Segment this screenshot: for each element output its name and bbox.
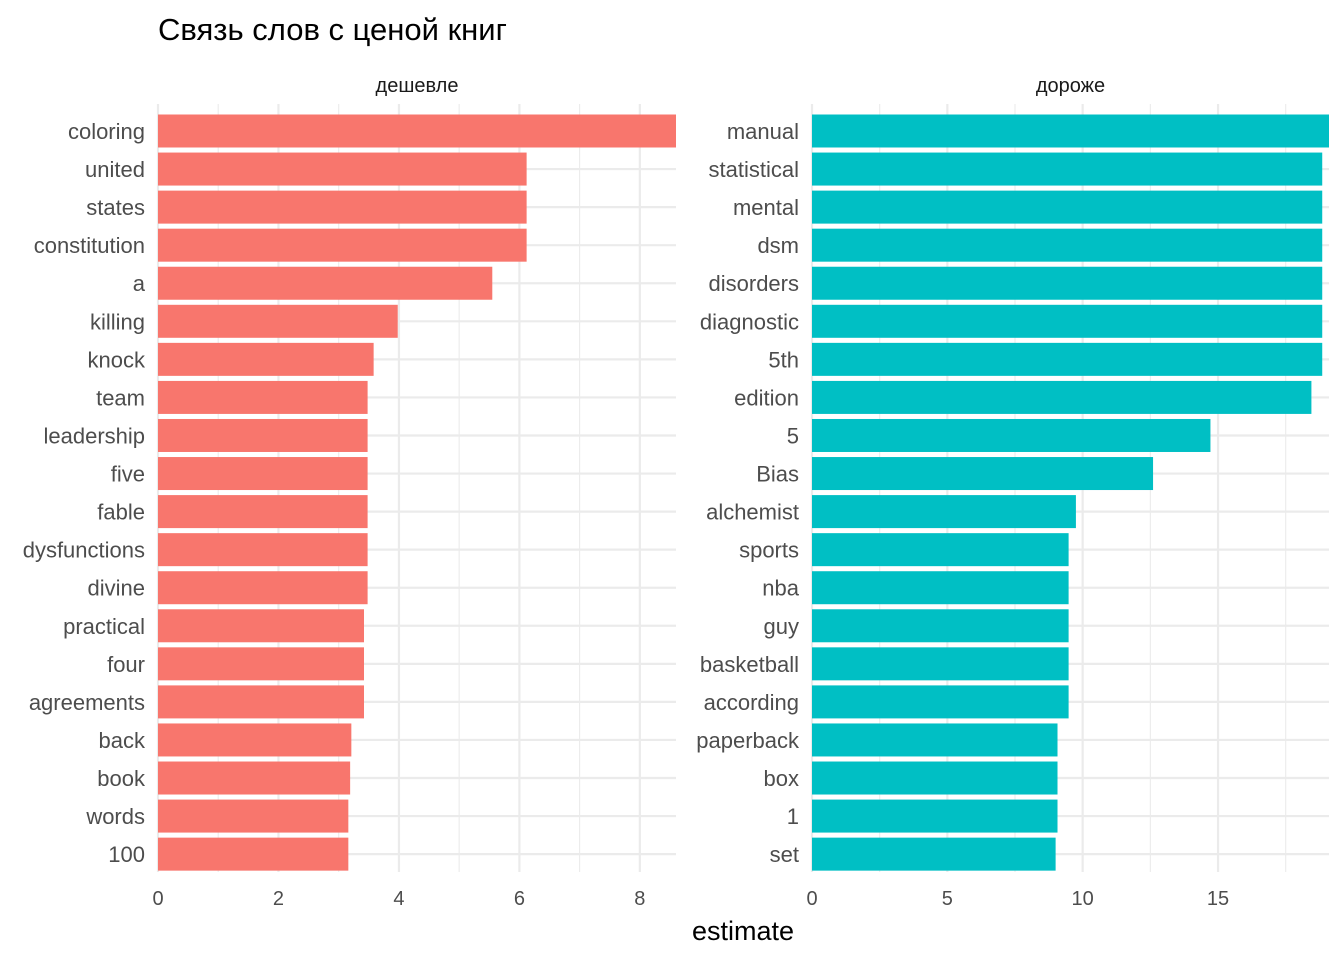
bar-alchemist bbox=[812, 495, 1076, 529]
category-label: according bbox=[704, 690, 799, 715]
bar-5th bbox=[812, 342, 1323, 376]
category-label: disorders bbox=[709, 271, 799, 296]
category-label: paperback bbox=[696, 728, 800, 753]
category-label: united bbox=[85, 157, 145, 182]
x-tick-label: 15 bbox=[1207, 888, 1229, 910]
bar-edition bbox=[812, 380, 1312, 414]
bar-fable bbox=[158, 495, 368, 529]
bar-sports bbox=[812, 533, 1069, 567]
category-label: 100 bbox=[108, 842, 145, 867]
bar-coloring bbox=[158, 114, 676, 148]
category-label: coloring bbox=[68, 119, 145, 144]
x-tick-label: 0 bbox=[806, 888, 817, 910]
category-label: 5th bbox=[768, 347, 799, 372]
bar-words bbox=[158, 799, 349, 833]
category-label: alchemist bbox=[706, 500, 799, 525]
bar-constitution bbox=[158, 228, 527, 262]
category-label: knock bbox=[88, 347, 146, 372]
facet-panel-0: дешевле coloring united states constitution a… bbox=[23, 75, 676, 910]
category-label: killing bbox=[90, 309, 145, 334]
facet-label: дешевле bbox=[376, 75, 459, 97]
bar-1 bbox=[812, 799, 1058, 833]
bar-leadership bbox=[158, 418, 368, 452]
bar-practical bbox=[158, 609, 364, 643]
category-label: team bbox=[96, 385, 145, 410]
category-label: agreements bbox=[29, 690, 145, 715]
category-label: practical bbox=[63, 614, 145, 639]
bar-four bbox=[158, 647, 364, 681]
category-label: manual bbox=[727, 119, 799, 144]
category-label: leadership bbox=[43, 423, 145, 448]
bar-nba bbox=[812, 571, 1069, 605]
category-label: states bbox=[86, 195, 145, 220]
bar-Bias bbox=[812, 457, 1154, 491]
bar-basketball bbox=[812, 647, 1069, 681]
bar-diagnostic bbox=[812, 304, 1323, 338]
category-label: guy bbox=[764, 614, 799, 639]
category-label: four bbox=[107, 652, 145, 677]
bar-five bbox=[158, 457, 368, 491]
bar-manual bbox=[812, 114, 1329, 148]
category-label: book bbox=[97, 766, 146, 791]
bar-set bbox=[812, 837, 1056, 871]
facet-layer: дешевле coloring united states constitution a… bbox=[23, 75, 1329, 910]
bar-dsm bbox=[812, 228, 1323, 262]
category-label: back bbox=[99, 728, 146, 753]
category-label: nba bbox=[762, 576, 799, 601]
bar-divine bbox=[158, 571, 368, 605]
category-label: set bbox=[770, 842, 799, 867]
category-label: words bbox=[85, 804, 145, 829]
bar-knock bbox=[158, 342, 374, 376]
bar-5 bbox=[812, 418, 1211, 452]
bar-guy bbox=[812, 609, 1069, 643]
category-label: 1 bbox=[787, 804, 799, 829]
facet-label: дороже bbox=[1036, 75, 1105, 97]
chart-title: Связь слов с ценой книг bbox=[158, 12, 507, 47]
bar-dysfunctions bbox=[158, 533, 368, 567]
bar-disorders bbox=[812, 266, 1323, 300]
bar-a bbox=[158, 266, 493, 300]
facet-panel-1: дороже manual statistical mental dsm disorder… bbox=[696, 75, 1329, 910]
x-tick-label: 5 bbox=[942, 888, 953, 910]
bar-mental bbox=[812, 190, 1323, 224]
category-label: constitution bbox=[34, 233, 145, 258]
category-label: diagnostic bbox=[700, 309, 799, 334]
bar-united bbox=[158, 152, 527, 186]
bar-paperback bbox=[812, 723, 1058, 757]
bar-box bbox=[812, 761, 1058, 795]
bar-book bbox=[158, 761, 351, 795]
x-tick-label: 2 bbox=[273, 888, 284, 910]
x-tick-label: 8 bbox=[634, 888, 645, 910]
category-label: basketball bbox=[700, 652, 799, 677]
category-label: edition bbox=[734, 385, 799, 410]
category-label: a bbox=[133, 271, 146, 296]
bar-100 bbox=[158, 837, 349, 871]
category-label: mental bbox=[733, 195, 799, 220]
x-tick-label: 4 bbox=[393, 888, 404, 910]
category-label: box bbox=[764, 766, 799, 791]
category-label: five bbox=[111, 462, 145, 487]
category-label: 5 bbox=[787, 423, 799, 448]
x-tick-label: 6 bbox=[514, 888, 525, 910]
bar-killing bbox=[158, 304, 398, 338]
x-tick-label: 0 bbox=[152, 888, 163, 910]
bar-statistical bbox=[812, 152, 1323, 186]
category-label: Bias bbox=[756, 462, 799, 487]
category-label: sports bbox=[739, 538, 799, 563]
bar-agreements bbox=[158, 685, 364, 719]
category-label: fable bbox=[97, 500, 145, 525]
x-tick-label: 10 bbox=[1072, 888, 1094, 910]
bar-according bbox=[812, 685, 1069, 719]
category-label: dsm bbox=[757, 233, 799, 258]
x-axis-title: estimate bbox=[692, 916, 794, 946]
bar-states bbox=[158, 190, 527, 224]
category-label: divine bbox=[88, 576, 145, 601]
category-label: dysfunctions bbox=[23, 538, 145, 563]
bar-back bbox=[158, 723, 352, 757]
category-label: statistical bbox=[709, 157, 799, 182]
bar-team bbox=[158, 380, 368, 414]
